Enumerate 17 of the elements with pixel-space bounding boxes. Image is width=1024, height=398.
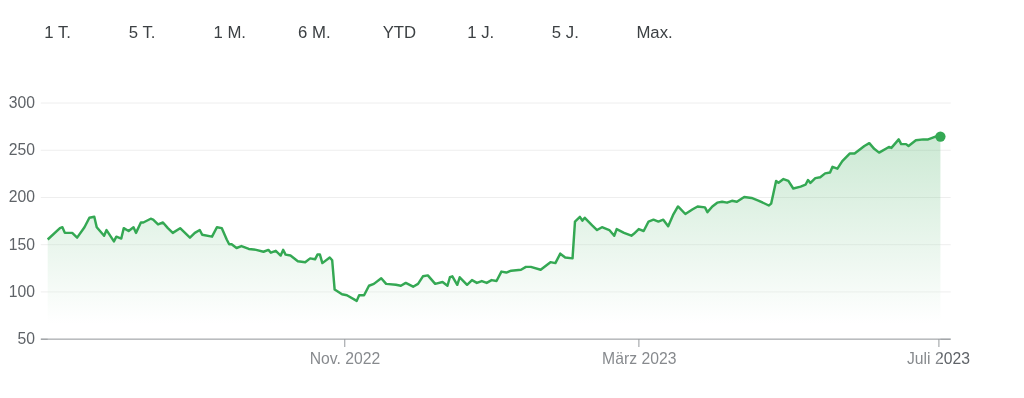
text: 1 T. xyxy=(44,22,71,42)
y-tick-label: 100 xyxy=(8,282,36,300)
y-tick-label: 250 xyxy=(8,141,36,159)
y-tick-label: 50 xyxy=(17,330,36,348)
text: 5 J. xyxy=(551,22,579,42)
y-tick-label: 150 xyxy=(8,235,36,253)
text: 1 M. xyxy=(213,22,246,42)
x-tick-label: Juli 2023 xyxy=(906,349,971,367)
y-tick-label: 200 xyxy=(8,188,36,206)
text: 5 T. xyxy=(128,22,156,42)
text: 1 J. xyxy=(467,22,495,42)
x-tick-label: März 2023 xyxy=(602,349,677,367)
text: 6 M. xyxy=(298,22,331,42)
x-tick-label: Nov. 2022 xyxy=(309,349,381,367)
text: YTD xyxy=(382,22,417,42)
y-tick-label: 300 xyxy=(8,93,36,111)
text: Max. xyxy=(636,22,673,42)
